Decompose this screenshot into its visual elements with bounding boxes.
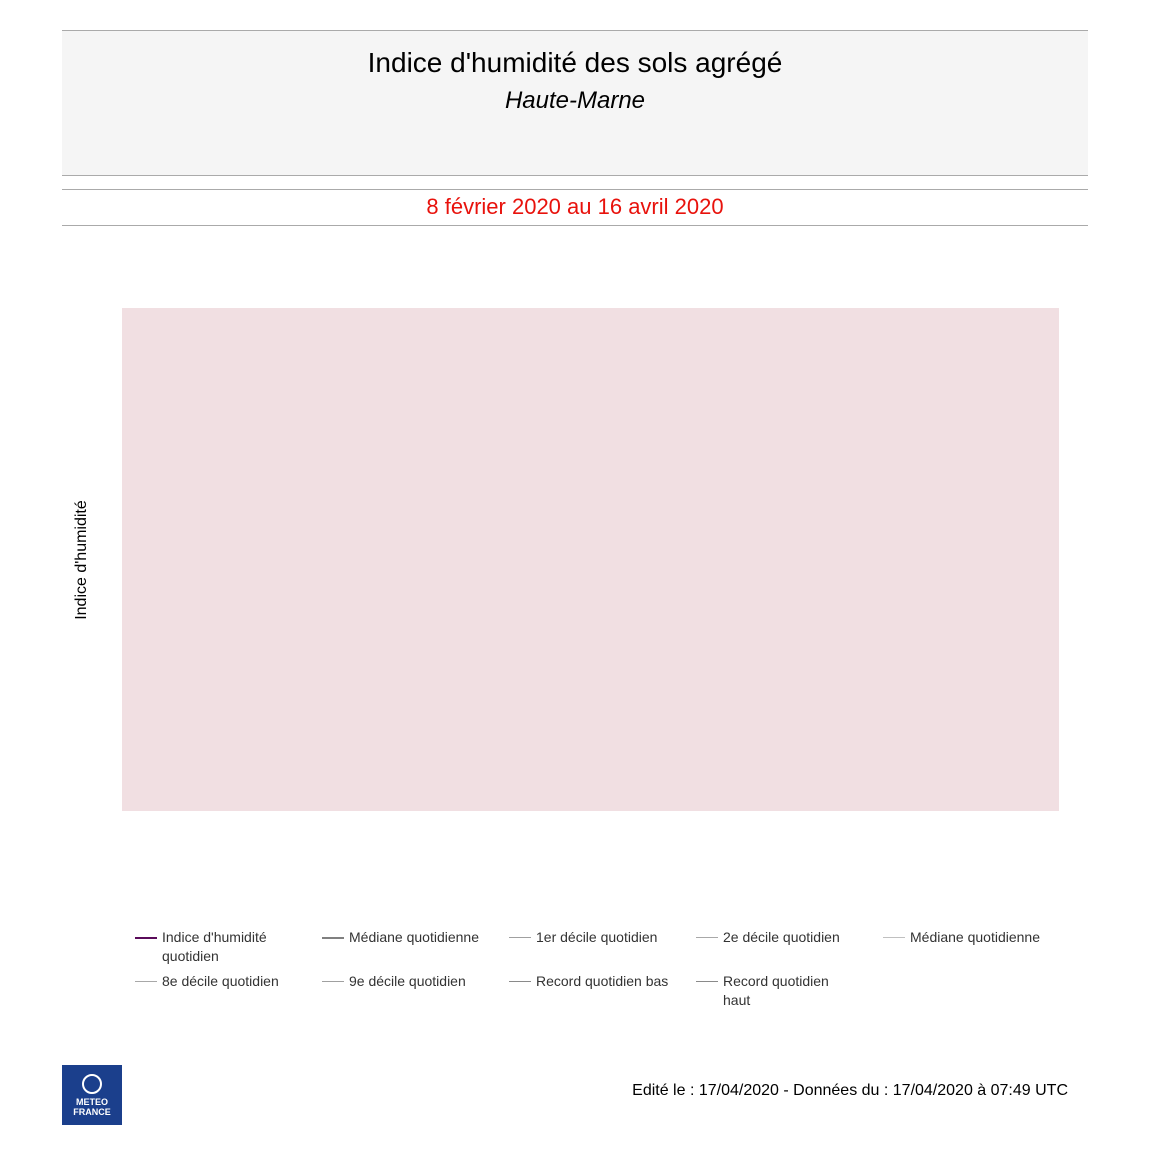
subtitle: Haute-Marne bbox=[504, 87, 646, 114]
header: Indice d'humidité des sols agrégé Haute-… bbox=[62, 30, 1088, 176]
logo-text: FRANCE bbox=[73, 1107, 111, 1117]
legend-label: 8e décile quotidien bbox=[162, 973, 279, 989]
legend-label: Médiane quotidienne bbox=[349, 929, 479, 945]
legend-item: 1er décile quotidien bbox=[509, 928, 696, 966]
legend-item: 9e décile quotidien bbox=[322, 972, 509, 1010]
legend-item: Médiane quotidienne bbox=[322, 928, 509, 966]
legend-swatch bbox=[322, 981, 344, 982]
legend-item: 2e décile quotidien bbox=[696, 928, 883, 966]
legend-swatch bbox=[883, 937, 905, 938]
period: 8 février 2020 au 16 avril 2020 bbox=[62, 189, 1088, 226]
logo-text: METEO bbox=[75, 1097, 108, 1107]
legend-label: Indice d'humidité quotidien bbox=[162, 929, 267, 964]
plot-background bbox=[122, 308, 1059, 811]
legend-swatch bbox=[509, 937, 531, 938]
legend-item: Indice d'humidité quotidien bbox=[135, 928, 322, 966]
legend-label: 1er décile quotidien bbox=[536, 929, 658, 945]
legend-label: 2e décile quotidien bbox=[723, 929, 840, 945]
legend-swatch bbox=[509, 981, 531, 982]
legend-swatch bbox=[135, 937, 157, 939]
y-axis-label: Indice d'humidité bbox=[73, 500, 90, 620]
legend-swatch bbox=[135, 981, 157, 982]
title: Indice d'humidité des sols agrégé bbox=[367, 47, 783, 78]
legend-item: 8e décile quotidien bbox=[135, 972, 322, 1010]
logo: METEO FRANCE bbox=[62, 1065, 122, 1125]
legend-item: Record quotidien haut bbox=[696, 972, 883, 1010]
legend: Indice d'humidité quotidien Médiane quoti… bbox=[135, 928, 1085, 1010]
legend-label: Record quotidien bas bbox=[536, 973, 669, 989]
legend-swatch bbox=[696, 937, 718, 938]
legend-swatch bbox=[322, 937, 344, 939]
legend-label: Médiane quotidienne bbox=[910, 929, 1040, 945]
legend-label: Record quotidien haut bbox=[723, 973, 829, 1008]
legend-item: Médiane quotidienne bbox=[883, 928, 1070, 966]
legend-label: 9e décile quotidien bbox=[349, 973, 466, 989]
legend-swatch bbox=[696, 981, 718, 982]
legend-item: Record quotidien bas bbox=[509, 972, 696, 1010]
footer: Edité le : 17/04/2020 - Données du : 17/… bbox=[632, 1082, 1068, 1099]
